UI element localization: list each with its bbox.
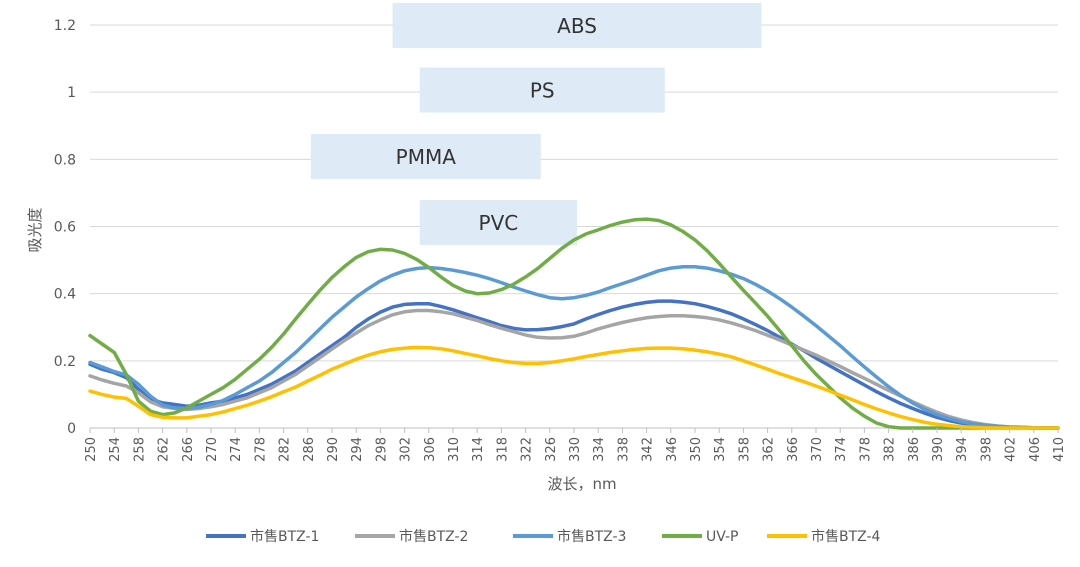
annotation-box	[419, 200, 578, 245]
x-tick-label: 318	[495, 437, 510, 462]
x-tick-label: 290	[326, 437, 341, 462]
y-tick-label: 0.2	[54, 354, 76, 370]
x-tick-label: 298	[374, 437, 389, 462]
y-tick-label: 0.6	[54, 220, 76, 236]
series-line	[88, 217, 1060, 430]
legend-label: 市售BTZ-2	[399, 528, 468, 545]
x-tick-label: 362	[762, 437, 777, 462]
x-tick-label: 270	[205, 437, 220, 462]
annotation-box	[392, 3, 762, 48]
annotation-box	[419, 67, 665, 113]
x-tick-label: 274	[229, 437, 244, 462]
x-tick-label: 306	[423, 437, 438, 462]
x-tick-label: 258	[132, 437, 147, 462]
x-tick-label: 402	[1004, 437, 1019, 462]
x-tick-label: 294	[350, 437, 365, 462]
x-tick-label: 366	[786, 437, 801, 462]
y-tick-label: 1.2	[54, 18, 76, 34]
x-tick-label: 358	[737, 437, 752, 462]
legend-label: 市售BTZ-1	[250, 528, 319, 545]
y-tick-label: 0	[67, 421, 76, 437]
series-lines	[88, 217, 1060, 430]
annotation-boxes: ABS PS PMMA PVC	[310, 3, 762, 245]
x-tick-label: 390	[931, 437, 946, 462]
x-tick-label: 386	[907, 437, 922, 462]
series-line	[88, 265, 1060, 430]
axes: 0 0.2 0.4 0.6 0.8 1 1.2 250 254 258 262 266 270 274 27…	[54, 18, 1067, 462]
x-tick-label: 310	[447, 437, 462, 462]
x-tick-label: 326	[544, 437, 559, 462]
x-tick-label: 314	[471, 437, 486, 462]
x-tick-label: 266	[181, 437, 196, 462]
x-tick-label: 286	[302, 437, 317, 462]
x-tick-label: 350	[689, 437, 704, 462]
annotation-label: PMMA	[396, 145, 457, 169]
x-tick-label: 330	[568, 437, 583, 462]
x-tick-label: 406	[1028, 437, 1043, 462]
annotation-box	[310, 134, 541, 179]
x-tick-label: 378	[858, 437, 873, 462]
annotation-label: PS	[530, 79, 555, 103]
annotation-label: PVC	[479, 211, 519, 235]
legend: 市售BTZ-1 市售BTZ-2 市售BTZ-3 UV-P 市售BTZ-4	[206, 528, 881, 545]
y-axis-label: 吸光度	[26, 207, 44, 252]
x-tick-label: 354	[713, 437, 728, 462]
x-tick-label: 398	[979, 437, 994, 462]
series-line	[88, 299, 1060, 430]
legend-label: UV-P	[706, 529, 739, 545]
x-tick-label: 254	[108, 437, 123, 462]
x-tick-label: 250	[84, 437, 99, 462]
x-tick-label: 346	[665, 437, 680, 462]
y-tick-label: 1	[67, 85, 76, 101]
x-tick-label: 338	[616, 437, 631, 462]
x-axis-label: 波长，nm	[547, 475, 616, 493]
x-tick-label: 382	[883, 437, 898, 462]
x-tick-label: 302	[399, 437, 414, 462]
legend-label: 市售BTZ-4	[811, 528, 881, 545]
y-tick-label: 0.8	[54, 152, 76, 168]
x-tick-label: 342	[641, 437, 656, 462]
x-tick-label: 322	[520, 437, 535, 462]
y-tick-label: 0.4	[54, 287, 76, 303]
x-tick-label: 410	[1052, 437, 1067, 462]
x-tick-label: 370	[810, 437, 825, 462]
legend-label: 市售BTZ-3	[557, 528, 626, 545]
annotation-label: ABS	[557, 14, 597, 38]
x-tick-label: 374	[834, 437, 849, 462]
x-tick-label: 262	[157, 437, 172, 462]
series-line	[88, 345, 1060, 430]
x-tick-label: 282	[278, 437, 293, 462]
x-tick-label: 278	[253, 437, 268, 462]
x-tick-label: 334	[592, 437, 607, 462]
x-tick-label: 394	[955, 437, 970, 462]
